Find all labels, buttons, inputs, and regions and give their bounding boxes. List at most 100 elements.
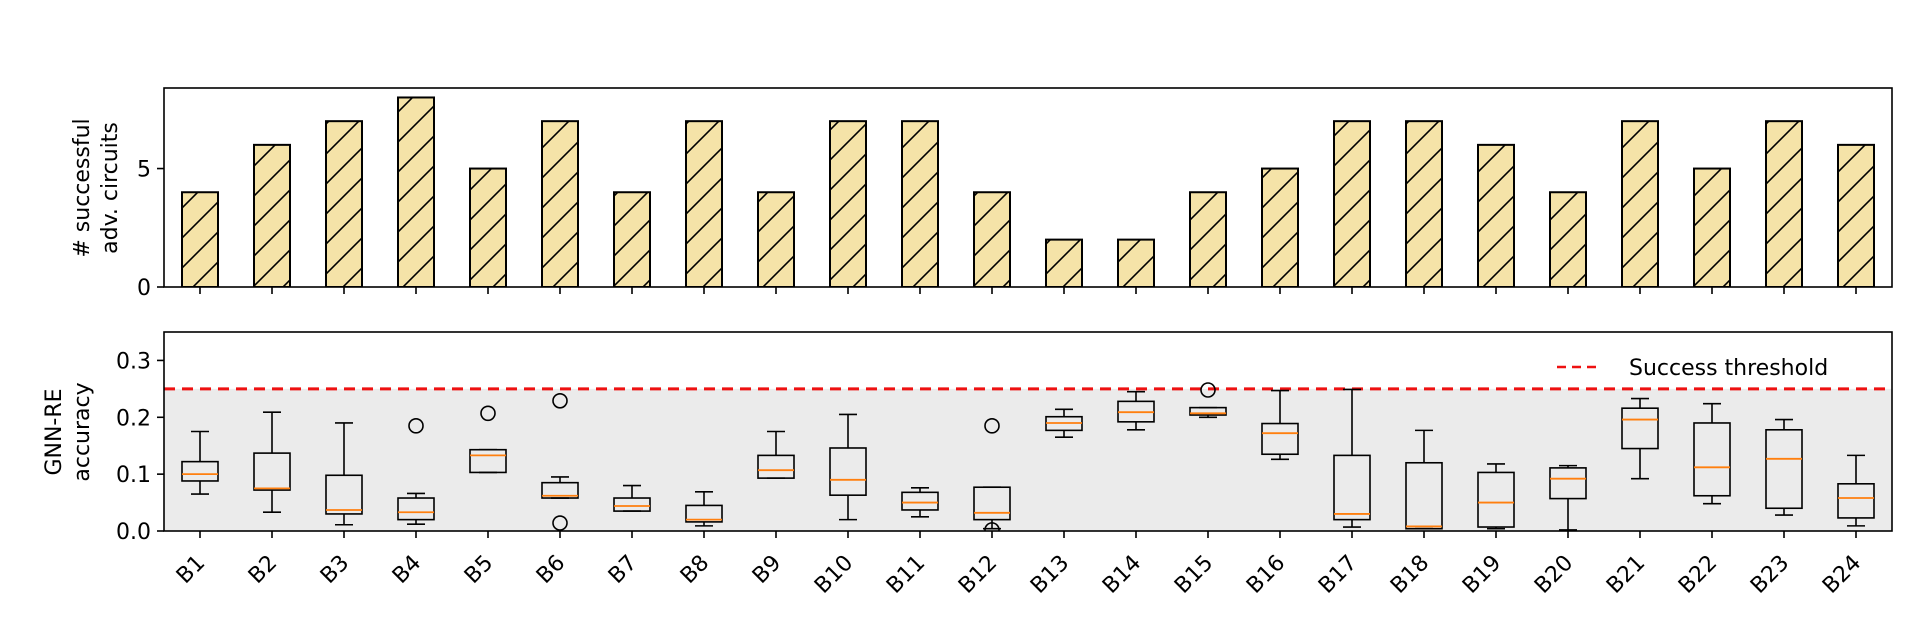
outlier-point [552,392,568,409]
below-threshold-shading [164,388,1892,531]
category-label-b19: B19 [1458,551,1506,599]
bar-hatch-b4 [397,96,435,287]
box-ytick-label: 0.2 [116,406,151,431]
iqr-box [1261,422,1299,456]
category-label-b14: B14 [1098,551,1146,599]
category-label-b10: B10 [810,551,858,599]
bar-hatch-b19 [1477,143,1515,287]
category-label-b2: B2 [244,551,282,589]
bar-hatch-b13 [1045,238,1083,287]
bar-hatch-b14 [1117,238,1155,287]
bar-hatch-b1 [181,191,219,287]
iqr-box [829,447,867,496]
box-ytick-label: 0.0 [116,520,151,545]
bar-hatch-b10 [829,120,867,287]
box-b16 [1261,389,1299,461]
category-label-b4: B4 [388,551,426,589]
category-label-b20: B20 [1530,551,1578,599]
iqr-box [1837,483,1875,519]
category-label-b18: B18 [1386,551,1434,599]
box-b8 [685,490,723,527]
box-b2 [253,411,291,514]
bar-ylabel-line2: adv. circuits [98,122,123,254]
box-b24 [1837,454,1875,527]
iqr-box [1621,407,1659,450]
bar-hatch-b24 [1837,143,1875,287]
bar-hatch-b15 [1189,191,1227,287]
bar-hatch-b12 [973,191,1011,287]
bar-ytick-label: 0 [137,276,151,301]
category-label-b1: B1 [172,551,210,589]
box-b15 [1189,382,1227,419]
iqr-box [325,474,363,515]
bar-hatch-b22 [1693,167,1731,287]
iqr-box [469,448,507,474]
category-label-b11: B11 [882,551,930,599]
category-label-b16: B16 [1242,551,1290,599]
bar-hatch-b17 [1333,120,1371,287]
category-label-b6: B6 [532,551,570,589]
category-label-b9: B9 [748,551,786,589]
outlier-point [984,522,1000,531]
box-b3 [325,422,363,526]
category-label-b3: B3 [316,551,354,589]
box-panel-frame [163,331,1893,532]
category-label-b21: B21 [1602,551,1650,599]
iqr-box [1765,428,1803,510]
category-label-b13: B13 [1026,551,1074,599]
bar-hatch-b2 [253,143,291,287]
iqr-box [397,497,435,521]
box-ylabel-line1: GNN-RE [42,388,67,475]
box-b10 [829,413,867,521]
category-label-b23: B23 [1746,551,1794,599]
outlier-point [984,418,1000,434]
bar-hatch-b11 [901,120,939,287]
iqr-box [1189,406,1227,416]
box-b23 [1765,418,1803,516]
outlier-point [1200,382,1216,398]
box-ylabel-line2: accuracy [70,382,95,481]
box-b21 [1621,397,1659,480]
box-b20 [1549,464,1587,531]
bar-hatch-b9 [757,191,795,287]
box-b11 [901,486,939,518]
outlier-point [408,418,424,434]
category-label-b8: B8 [676,551,714,589]
box-panel: 0.0 0.1 0.2 0.3 B1 B2 B3 B4 B5 B6 B7 B8 B9 B10 B11 B12… [42,331,1893,599]
bar-hatch-b23 [1765,120,1803,287]
box-b22 [1693,402,1731,505]
iqr-box [757,454,795,479]
bar-hatch-b6 [541,120,579,287]
box-b17 [1333,388,1371,528]
bar-hatch-b18 [1405,120,1443,287]
iqr-box [901,491,939,511]
bar-ylabel-line1: # successful [70,118,95,257]
iqr-box [1693,422,1731,497]
category-label-b24: B24 [1818,551,1866,599]
box-b9 [757,430,795,479]
box-ytick-label: 0.1 [116,463,151,488]
iqr-box [541,481,579,499]
bar-hatch-b8 [685,120,723,287]
iqr-box [181,460,219,482]
iqr-box [1477,471,1515,528]
category-label-b5: B5 [460,551,498,589]
outlier-point [480,405,496,422]
category-label-b12: B12 [954,551,1002,599]
iqr-box [1333,454,1371,521]
category-label-b15: B15 [1170,551,1218,599]
box-b12 [973,418,1011,531]
box-b6 [541,392,579,531]
iqr-box [1549,467,1587,500]
box-b4 [397,418,435,525]
bar-hatch-b5 [469,167,507,287]
bar-hatch-b20 [1549,191,1587,287]
box-b5 [469,405,507,474]
bar-panel: 0 5 # successful adv. circuits [70,87,1893,301]
iqr-box [613,497,651,512]
bar-hatch-b21 [1621,120,1659,287]
legend-threshold-label: Success threshold [1629,356,1828,381]
bar-panel-frame [163,87,1893,288]
box-b7 [613,484,651,512]
